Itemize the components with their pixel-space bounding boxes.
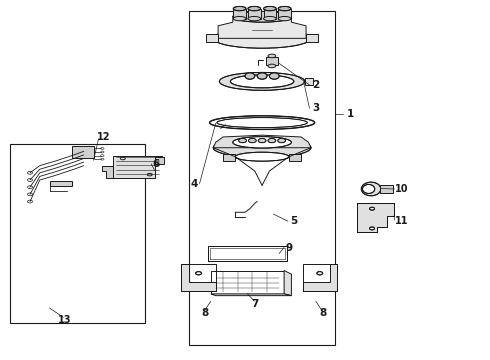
Text: 2: 2	[312, 80, 319, 90]
Text: 8: 8	[201, 308, 209, 318]
Polygon shape	[213, 135, 311, 148]
Polygon shape	[357, 203, 394, 232]
Ellipse shape	[100, 155, 104, 157]
Ellipse shape	[27, 179, 32, 181]
Ellipse shape	[210, 116, 315, 130]
Ellipse shape	[147, 174, 152, 176]
Polygon shape	[218, 19, 306, 39]
Bar	[264, 9, 276, 19]
Polygon shape	[155, 157, 164, 164]
Polygon shape	[306, 34, 318, 42]
Ellipse shape	[213, 28, 311, 48]
Text: 9: 9	[285, 243, 293, 253]
Ellipse shape	[239, 138, 246, 143]
Bar	[278, 9, 291, 19]
Ellipse shape	[268, 138, 276, 143]
Ellipse shape	[220, 72, 305, 90]
Ellipse shape	[369, 207, 374, 210]
Ellipse shape	[248, 138, 256, 143]
Polygon shape	[289, 154, 301, 161]
Text: 3: 3	[312, 103, 319, 113]
Polygon shape	[211, 294, 292, 296]
Text: 5: 5	[290, 216, 297, 226]
Ellipse shape	[121, 157, 125, 160]
Ellipse shape	[233, 6, 246, 11]
Ellipse shape	[245, 73, 255, 79]
Ellipse shape	[264, 17, 276, 21]
Text: 6: 6	[152, 159, 160, 169]
Text: 7: 7	[251, 299, 258, 309]
Polygon shape	[284, 271, 292, 296]
Ellipse shape	[248, 6, 261, 11]
Bar	[189, 12, 335, 345]
Ellipse shape	[27, 193, 32, 196]
Ellipse shape	[268, 54, 276, 58]
Bar	[211, 271, 284, 294]
Ellipse shape	[235, 152, 289, 161]
Ellipse shape	[278, 17, 291, 21]
Bar	[10, 144, 145, 323]
Text: 13: 13	[57, 315, 71, 325]
Ellipse shape	[258, 138, 266, 143]
Bar	[233, 9, 246, 19]
Ellipse shape	[278, 138, 286, 143]
Text: 8: 8	[319, 308, 327, 318]
Text: 12: 12	[97, 132, 110, 142]
Ellipse shape	[213, 138, 311, 158]
Ellipse shape	[317, 272, 323, 275]
Polygon shape	[113, 156, 162, 178]
Polygon shape	[303, 264, 337, 291]
Ellipse shape	[264, 6, 276, 11]
Bar	[266, 57, 278, 65]
Ellipse shape	[268, 64, 276, 68]
Polygon shape	[305, 78, 314, 85]
Polygon shape	[102, 166, 113, 178]
Text: 10: 10	[394, 184, 408, 194]
Ellipse shape	[230, 75, 294, 88]
Polygon shape	[49, 181, 72, 186]
Ellipse shape	[233, 12, 292, 22]
Ellipse shape	[361, 182, 381, 196]
Polygon shape	[223, 154, 235, 161]
Ellipse shape	[369, 227, 374, 230]
Ellipse shape	[248, 17, 261, 21]
Ellipse shape	[217, 118, 307, 128]
Polygon shape	[206, 34, 218, 42]
Ellipse shape	[27, 200, 32, 203]
Ellipse shape	[270, 73, 279, 79]
Ellipse shape	[100, 151, 104, 153]
Ellipse shape	[278, 6, 291, 11]
Ellipse shape	[100, 158, 104, 160]
Ellipse shape	[363, 184, 375, 193]
Ellipse shape	[257, 73, 267, 79]
Bar	[208, 246, 287, 261]
Ellipse shape	[233, 136, 292, 148]
Polygon shape	[72, 146, 94, 158]
Ellipse shape	[196, 272, 201, 275]
Ellipse shape	[27, 171, 32, 174]
Ellipse shape	[100, 148, 104, 149]
Bar	[248, 9, 261, 19]
Text: 1: 1	[346, 109, 354, 119]
Text: 4: 4	[190, 179, 197, 189]
Ellipse shape	[233, 17, 246, 21]
Polygon shape	[380, 185, 393, 193]
Ellipse shape	[27, 186, 32, 189]
Polygon shape	[181, 264, 216, 291]
Text: 11: 11	[394, 216, 408, 226]
